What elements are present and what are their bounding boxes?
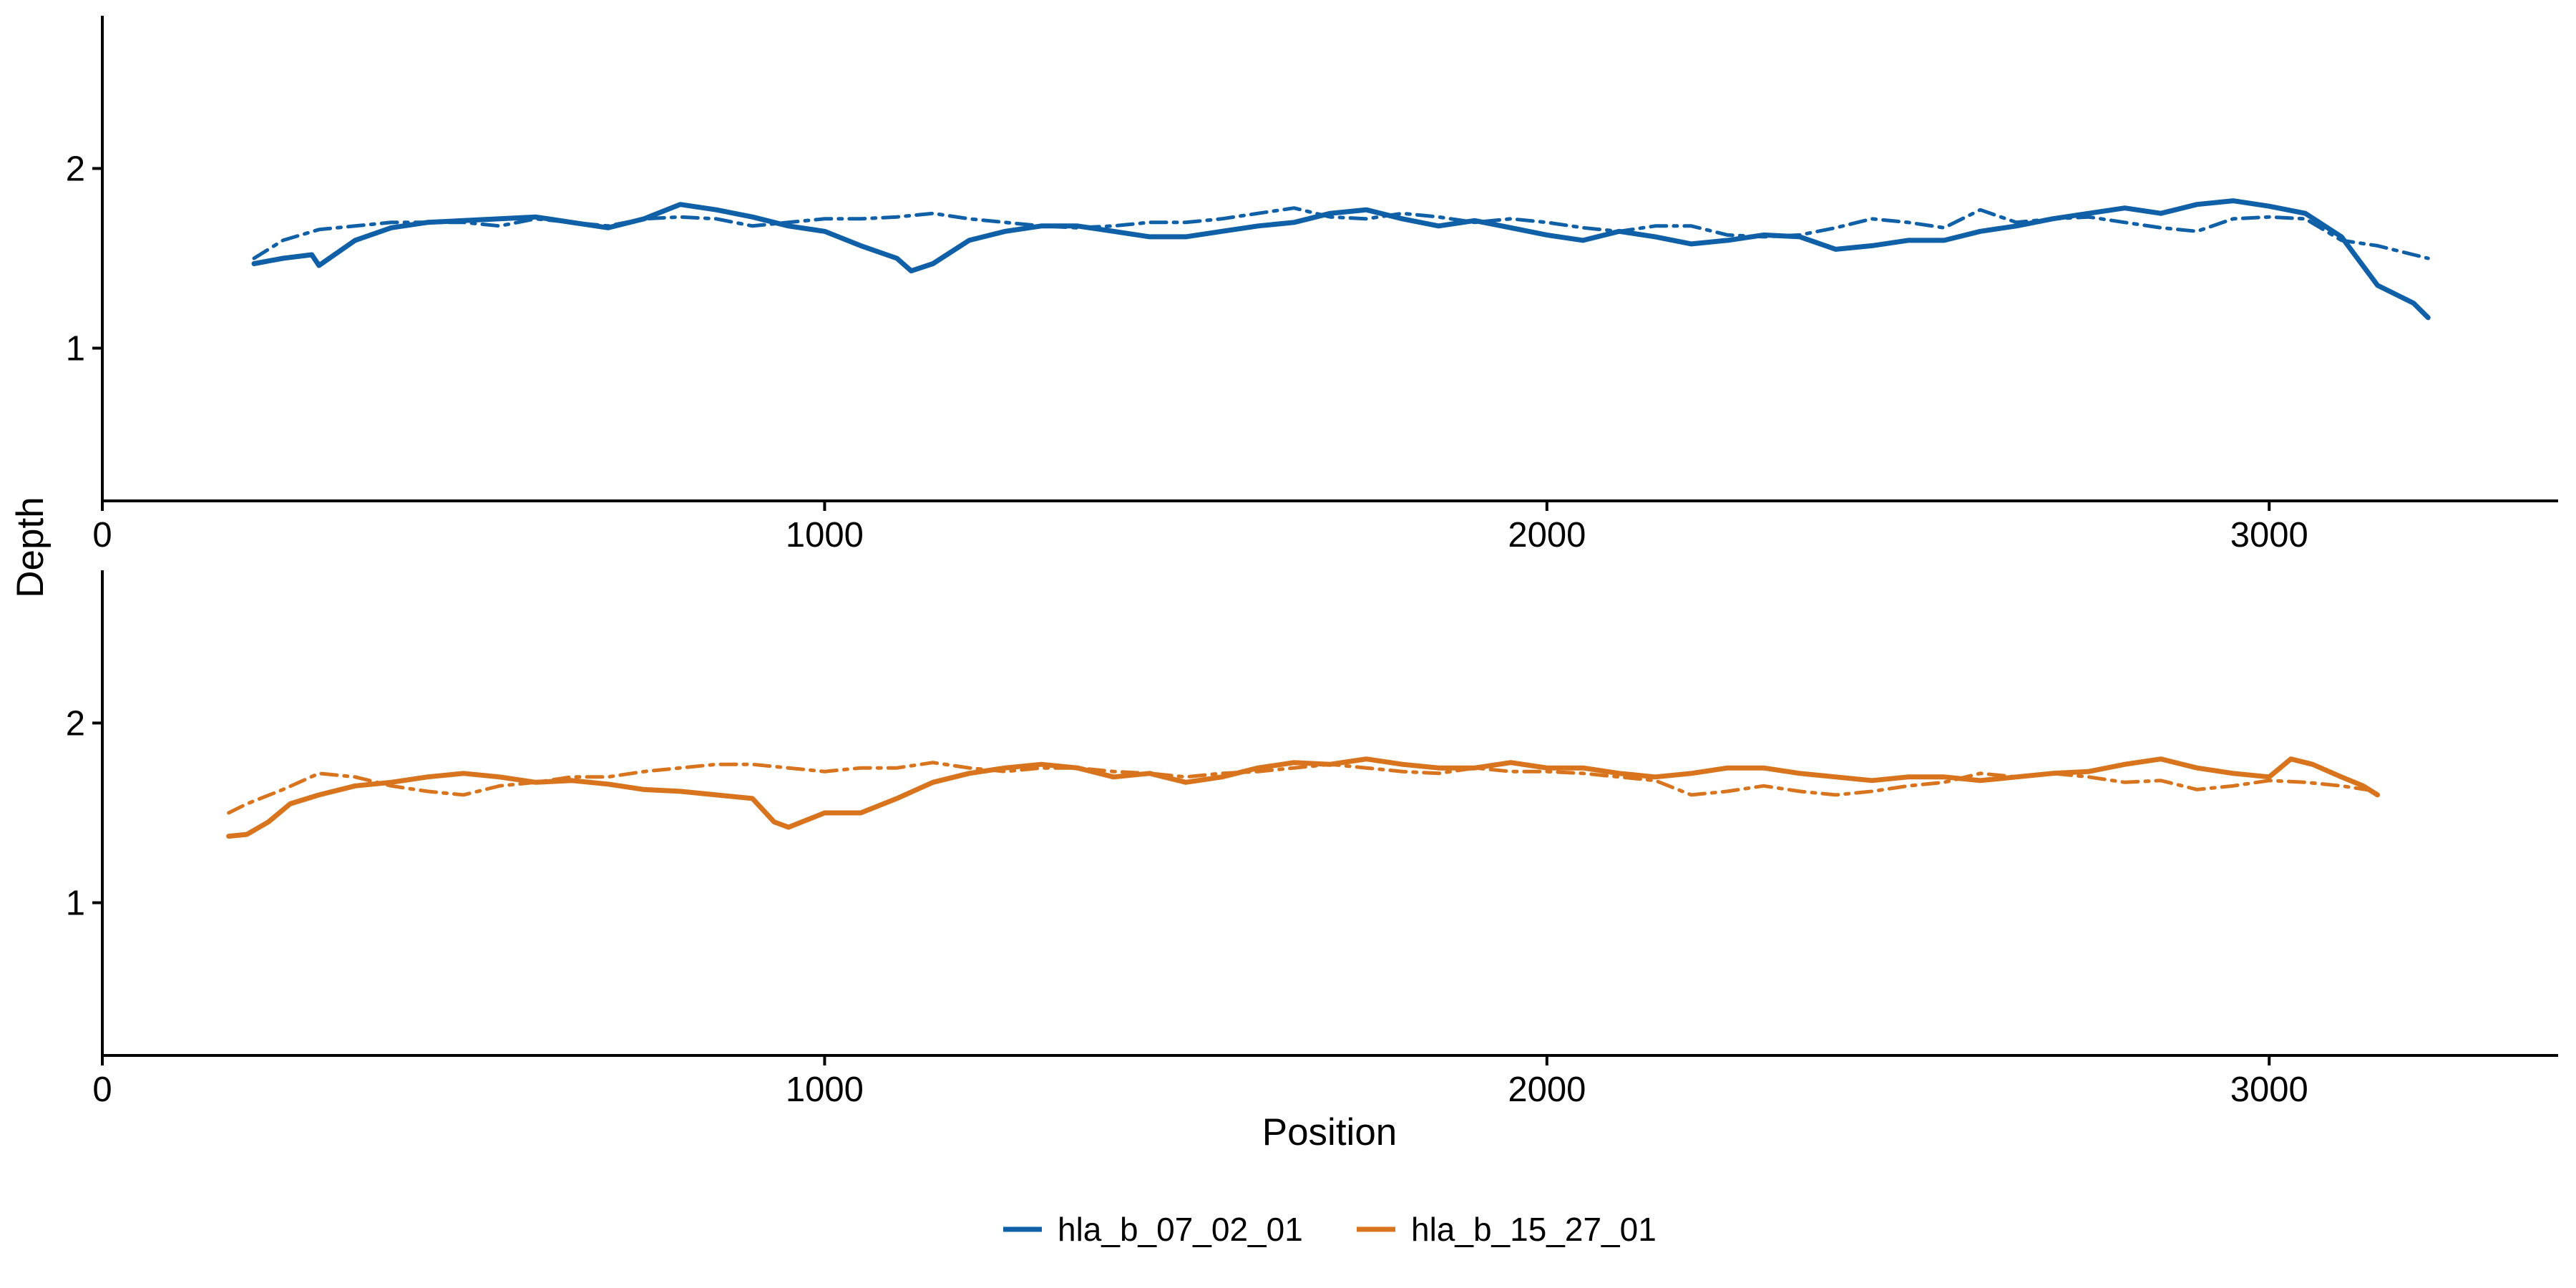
panel-2: 1 2 0 1000 2000 3000: [66, 570, 2558, 1109]
y-tick-label: 2: [66, 150, 85, 188]
x-tick-label: 0: [92, 1070, 112, 1109]
y-tick-label: 2: [66, 704, 85, 743]
series-line-solid: [226, 756, 2381, 839]
x-tick-label: 1000: [786, 516, 864, 555]
legend-label-1: hla_b_07_02_01: [1058, 1211, 1303, 1248]
series-line-dashed: [252, 206, 2430, 260]
x-tick-label: 1000: [786, 1070, 864, 1109]
legend: hla_b_07_02_01 hla_b_15_27_01: [1003, 1211, 1657, 1248]
series-line-dashed: [227, 761, 2380, 815]
x-tick-label: 2000: [1508, 516, 1586, 555]
y-axis-title: Depth: [9, 497, 52, 597]
x-tick-label: 0: [92, 516, 112, 555]
legend-label-2: hla_b_15_27_01: [1411, 1211, 1657, 1248]
y-tick-label: 1: [66, 330, 85, 369]
x-tick-label: 2000: [1508, 1070, 1586, 1109]
x-axis-title: Position: [1262, 1111, 1397, 1153]
panels-layer: 1 2 0 1000 2000 3000 1 2 0 1000 2000 3000: [66, 16, 2558, 1109]
series-line-solid: [251, 198, 2431, 321]
x-tick-label: 3000: [2230, 1070, 2308, 1109]
y-tick-label: 1: [66, 884, 85, 923]
panel-1: 1 2 0 1000 2000 3000: [66, 16, 2558, 555]
x-tick-label: 3000: [2230, 516, 2308, 555]
